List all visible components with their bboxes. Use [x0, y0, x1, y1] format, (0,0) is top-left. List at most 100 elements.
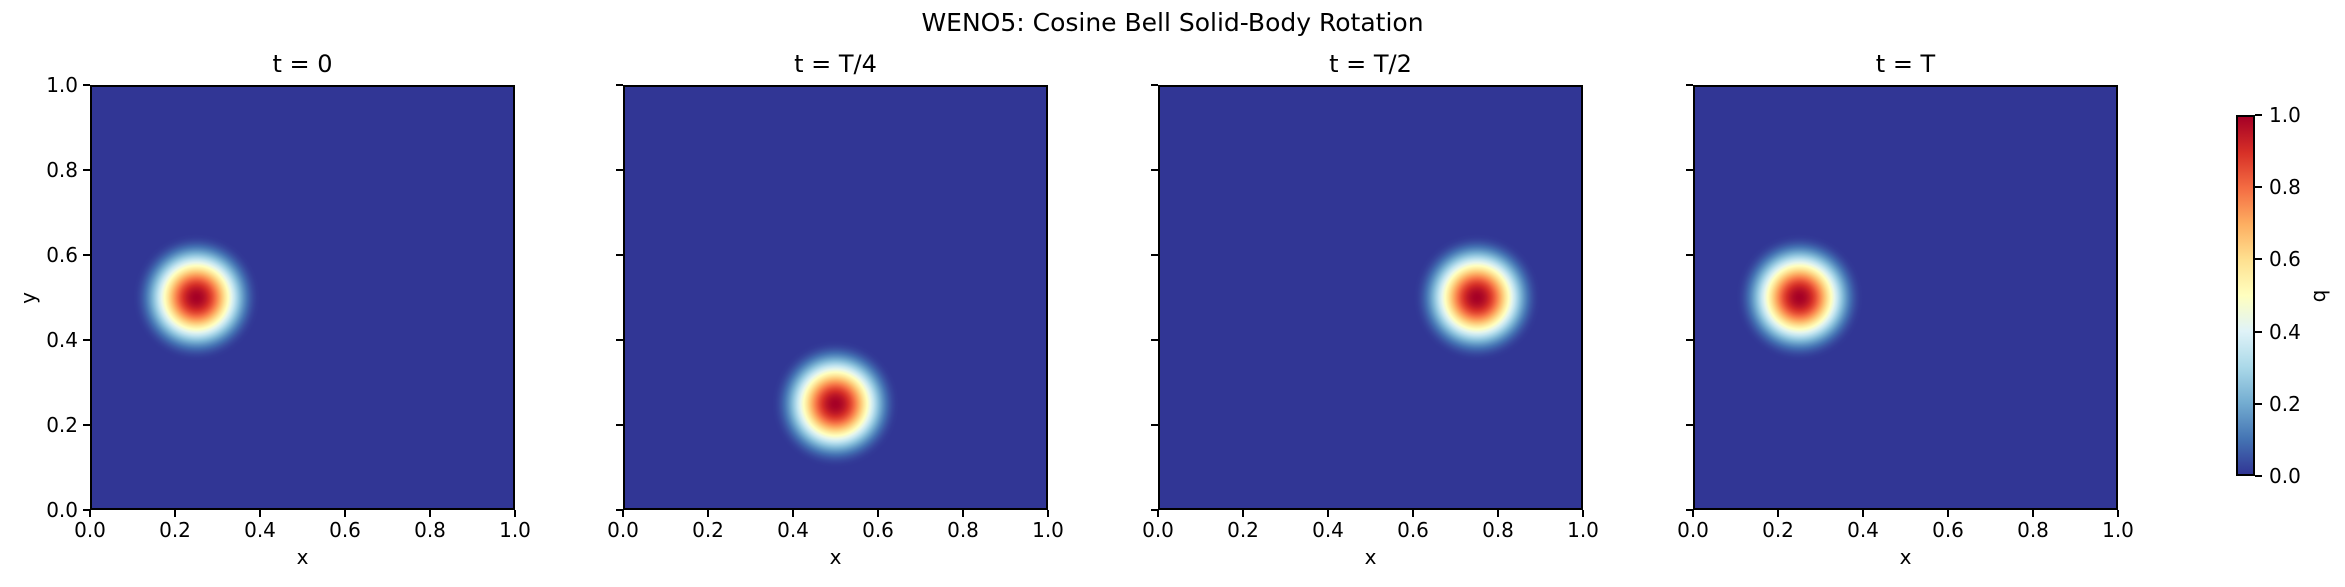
x-tick	[259, 510, 261, 517]
x-tick	[174, 510, 176, 517]
heatmap-t-full	[1693, 85, 2118, 510]
y-tick	[1686, 254, 1693, 256]
x-tick-label: 0.4	[244, 518, 276, 542]
x-tick-label: 1.0	[499, 518, 531, 542]
x-tick-label: 0.2	[159, 518, 191, 542]
y-tick	[1151, 339, 1158, 341]
x-tick-label: 0.8	[1482, 518, 1514, 542]
y-tick	[1686, 424, 1693, 426]
x-tick-label: 0.6	[329, 518, 361, 542]
x-tick	[1412, 510, 1414, 517]
x-tick-label: 0.6	[862, 518, 894, 542]
x-axis-label: x	[829, 545, 842, 569]
cosine-bell-t-half	[1413, 233, 1541, 362]
colorbar-tick	[2255, 402, 2262, 405]
panel-title-t-full: t = T	[1875, 50, 1936, 78]
heatmap-t0	[90, 85, 515, 510]
colorbar-tick-label: 0.6	[2269, 247, 2301, 272]
x-tick-label: 1.0	[2102, 518, 2134, 542]
x-tick-label: 0.4	[777, 518, 809, 542]
y-tick	[616, 509, 623, 511]
x-axis-label: x	[296, 545, 309, 569]
colorbar-tick-label: 0.2	[2269, 391, 2301, 416]
y-axis-label: y	[16, 291, 40, 304]
x-tick-label: 0.2	[1227, 518, 1259, 542]
cosine-bell-t-full	[1735, 233, 1863, 362]
x-tick-label: 0.0	[1677, 518, 1709, 542]
y-tick	[616, 339, 623, 341]
x-tick	[707, 510, 709, 517]
x-tick	[1497, 510, 1499, 517]
colorbar-tick-label: 0.8	[2269, 175, 2301, 200]
colorbar-tick	[2255, 258, 2262, 261]
x-tick	[89, 510, 91, 517]
x-tick-label: 1.0	[1567, 518, 1599, 542]
y-tick	[83, 509, 90, 511]
y-tick-label: 0.8	[46, 158, 78, 182]
x-tick	[792, 510, 794, 517]
x-tick-label: 1.0	[1032, 518, 1064, 542]
y-tick-label: 0.0	[46, 498, 78, 522]
panel-title-t-half: t = T/2	[1329, 50, 1412, 78]
y-tick	[1151, 254, 1158, 256]
colorbar-label: q	[2306, 289, 2330, 302]
y-tick	[1686, 169, 1693, 171]
x-tick-label: 0.2	[692, 518, 724, 542]
x-tick	[1692, 510, 1694, 517]
x-tick	[877, 510, 879, 517]
x-tick	[1947, 510, 1949, 517]
panel-title-t0: t = 0	[272, 50, 333, 78]
y-tick-label: 0.4	[46, 328, 78, 352]
colorbar-tick-label: 0.4	[2269, 319, 2301, 344]
y-tick	[83, 254, 90, 256]
colorbar-tick-label: 1.0	[2269, 103, 2301, 127]
x-tick	[2032, 510, 2034, 517]
y-tick	[83, 84, 90, 86]
x-tick	[429, 510, 431, 517]
y-tick	[616, 254, 623, 256]
x-tick-label: 0.8	[414, 518, 446, 542]
x-tick	[1862, 510, 1864, 517]
x-tick	[1047, 510, 1049, 517]
cosine-bell-t-quarter	[771, 340, 900, 468]
x-tick-label: 0.6	[1932, 518, 1964, 542]
heatmap-t-half	[1158, 85, 1583, 510]
y-tick	[1686, 84, 1693, 86]
y-tick	[1686, 509, 1693, 511]
x-tick-label: 0.4	[1312, 518, 1344, 542]
y-tick	[616, 84, 623, 86]
x-tick-label: 0.0	[607, 518, 639, 542]
y-tick	[1151, 424, 1158, 426]
colorbar-tick	[2255, 186, 2262, 189]
x-tick	[514, 510, 516, 517]
colorbar-tick	[2255, 114, 2262, 116]
y-tick	[1151, 169, 1158, 171]
y-tick	[1151, 84, 1158, 86]
panel-title-t-quarter: t = T/4	[794, 50, 877, 78]
cosine-bell-t0	[132, 233, 260, 362]
colorbar	[2236, 115, 2255, 476]
x-axis-label: x	[1364, 545, 1377, 569]
x-tick	[344, 510, 346, 517]
x-tick	[622, 510, 624, 517]
colorbar-tick-label: 0.0	[2269, 464, 2301, 488]
x-tick	[1327, 510, 1329, 517]
y-tick	[83, 424, 90, 426]
colorbar-tick	[2255, 475, 2262, 477]
y-tick-label: 1.0	[46, 73, 78, 97]
y-tick-label: 0.2	[46, 413, 78, 437]
x-tick	[962, 510, 964, 517]
y-tick	[83, 169, 90, 171]
x-tick	[1582, 510, 1584, 517]
x-tick	[1777, 510, 1779, 517]
y-tick	[1151, 509, 1158, 511]
x-tick	[2117, 510, 2119, 517]
y-tick-label: 0.6	[46, 243, 78, 267]
y-tick	[83, 339, 90, 341]
x-tick-label: 0.8	[947, 518, 979, 542]
x-tick-label: 0.0	[74, 518, 106, 542]
x-tick-label: 0.6	[1397, 518, 1429, 542]
colorbar-tick	[2255, 330, 2262, 333]
y-tick	[616, 424, 623, 426]
